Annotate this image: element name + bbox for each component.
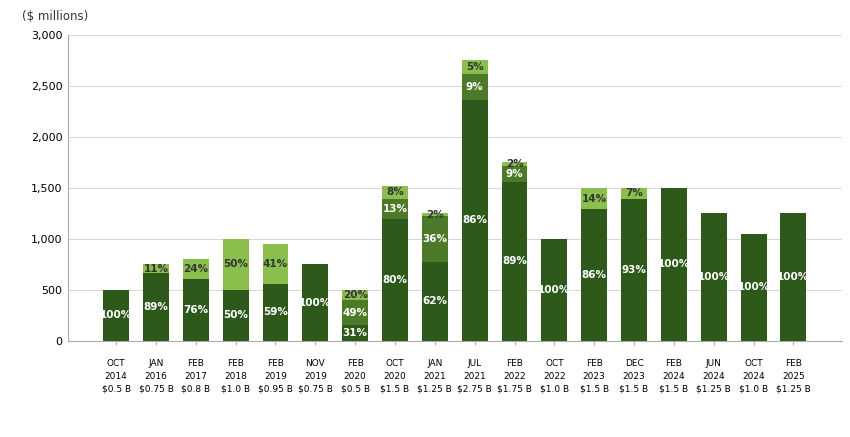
- Text: 8%: 8%: [386, 187, 404, 198]
- Bar: [382, 186, 408, 198]
- Bar: [422, 216, 448, 262]
- Text: 49%: 49%: [343, 308, 368, 318]
- Text: 20%: 20%: [343, 290, 368, 300]
- Bar: [700, 213, 727, 341]
- Text: 5%: 5%: [466, 62, 484, 73]
- Text: 9%: 9%: [506, 169, 524, 179]
- Text: 36%: 36%: [422, 234, 447, 244]
- Text: 59%: 59%: [263, 307, 288, 317]
- Text: FEB
2017
$0.8 B: FEB 2017 $0.8 B: [181, 359, 210, 393]
- Text: 93%: 93%: [621, 265, 647, 275]
- Bar: [343, 290, 368, 300]
- Text: ($ millions): ($ millions): [21, 10, 88, 23]
- Bar: [780, 213, 807, 341]
- Text: DEC
2023
$1.5 B: DEC 2023 $1.5 B: [620, 359, 649, 393]
- Text: 100%: 100%: [299, 298, 332, 308]
- Text: FEB
2020
$0.5 B: FEB 2020 $0.5 B: [341, 359, 370, 393]
- Text: 89%: 89%: [502, 257, 527, 267]
- Bar: [263, 284, 288, 341]
- Text: FEB
2025
$1.25 B: FEB 2025 $1.25 B: [776, 359, 811, 393]
- Text: 86%: 86%: [462, 215, 487, 225]
- Bar: [382, 198, 408, 218]
- Text: 86%: 86%: [581, 270, 607, 280]
- Text: 11%: 11%: [144, 264, 168, 274]
- Text: OCT
2022
$1.0 B: OCT 2022 $1.0 B: [540, 359, 569, 393]
- Text: OCT
2014
$0.5 B: OCT 2014 $0.5 B: [101, 359, 131, 393]
- Text: JAN
2016
$0.75 B: JAN 2016 $0.75 B: [139, 359, 173, 393]
- Text: FEB
2019
$0.95 B: FEB 2019 $0.95 B: [258, 359, 293, 393]
- Bar: [462, 60, 488, 74]
- Bar: [223, 239, 248, 290]
- Bar: [462, 74, 488, 100]
- Bar: [143, 273, 169, 341]
- Text: JUL
2021
$2.75 B: JUL 2021 $2.75 B: [457, 359, 492, 393]
- Bar: [462, 100, 488, 341]
- Text: 24%: 24%: [184, 264, 208, 274]
- Text: 80%: 80%: [382, 275, 407, 284]
- Text: JAN
2021
$1.25 B: JAN 2021 $1.25 B: [417, 359, 452, 393]
- Text: 89%: 89%: [144, 302, 168, 312]
- Text: OCT
2024
$1.0 B: OCT 2024 $1.0 B: [739, 359, 768, 393]
- Bar: [422, 213, 448, 216]
- Bar: [740, 234, 767, 341]
- Text: 50%: 50%: [224, 310, 248, 320]
- Bar: [223, 290, 248, 341]
- Text: FEB
2024
$1.5 B: FEB 2024 $1.5 B: [660, 359, 688, 393]
- Text: 7%: 7%: [625, 188, 643, 198]
- Text: 100%: 100%: [698, 272, 730, 282]
- Text: FEB
2022
$1.75 B: FEB 2022 $1.75 B: [497, 359, 532, 393]
- Bar: [183, 259, 209, 279]
- Text: 100%: 100%: [538, 285, 570, 295]
- Text: FEB
2023
$1.5 B: FEB 2023 $1.5 B: [580, 359, 609, 393]
- Text: 62%: 62%: [422, 296, 447, 306]
- Text: 14%: 14%: [581, 194, 607, 204]
- Text: 9%: 9%: [466, 82, 484, 92]
- Bar: [581, 209, 607, 341]
- Bar: [263, 244, 288, 284]
- Bar: [382, 218, 408, 341]
- Bar: [183, 279, 209, 341]
- Text: 2%: 2%: [426, 210, 444, 220]
- Text: 76%: 76%: [184, 305, 208, 315]
- Text: 50%: 50%: [224, 260, 248, 269]
- Bar: [541, 239, 567, 341]
- Bar: [502, 182, 528, 341]
- Bar: [143, 264, 169, 273]
- Text: 31%: 31%: [343, 328, 368, 338]
- Text: 100%: 100%: [658, 260, 690, 269]
- Bar: [303, 264, 328, 341]
- Text: JUN
2024
$1.25 B: JUN 2024 $1.25 B: [696, 359, 731, 393]
- Bar: [581, 188, 607, 209]
- Bar: [343, 325, 368, 341]
- Text: 100%: 100%: [777, 272, 809, 282]
- Text: 100%: 100%: [738, 282, 770, 292]
- Text: 13%: 13%: [382, 204, 407, 214]
- Bar: [502, 166, 528, 182]
- Text: FEB
2018
$1.0 B: FEB 2018 $1.0 B: [221, 359, 250, 393]
- Text: OCT
2020
$1.5 B: OCT 2020 $1.5 B: [381, 359, 410, 393]
- Text: NOV
2019
$0.75 B: NOV 2019 $0.75 B: [298, 359, 332, 393]
- Bar: [422, 262, 448, 341]
- Text: 2%: 2%: [506, 159, 524, 169]
- Bar: [621, 188, 647, 198]
- Bar: [661, 188, 687, 341]
- Text: 100%: 100%: [100, 310, 133, 320]
- Bar: [502, 163, 528, 166]
- Bar: [103, 290, 129, 341]
- Text: 41%: 41%: [263, 259, 288, 269]
- Bar: [621, 198, 647, 341]
- Bar: [343, 300, 368, 325]
